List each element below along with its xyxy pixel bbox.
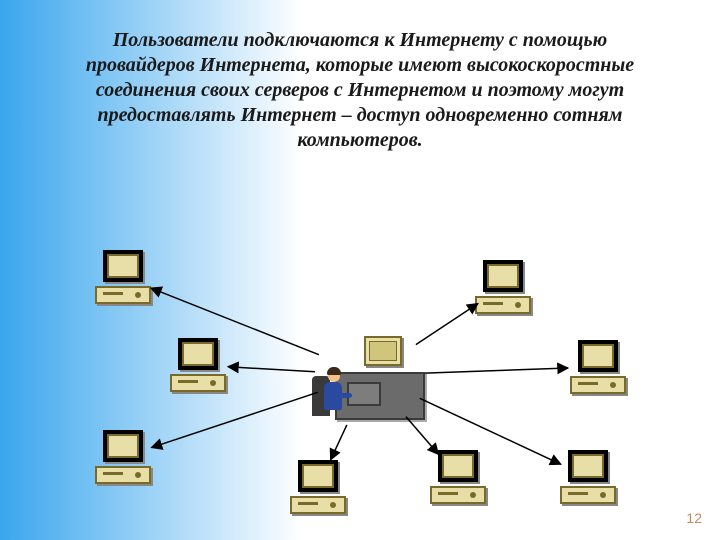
arrow bbox=[416, 304, 478, 345]
page-number: 12 bbox=[686, 510, 702, 526]
arrow bbox=[151, 288, 319, 355]
arrows-layer bbox=[0, 220, 720, 540]
arrow bbox=[151, 392, 317, 447]
arrow bbox=[331, 425, 347, 460]
arrow bbox=[420, 398, 561, 464]
arrow bbox=[425, 368, 568, 373]
arrow bbox=[406, 417, 438, 455]
arrow bbox=[228, 367, 315, 372]
network-diagram bbox=[0, 220, 720, 540]
heading-text: Пользователи подключаются к Интернету с … bbox=[60, 28, 660, 153]
